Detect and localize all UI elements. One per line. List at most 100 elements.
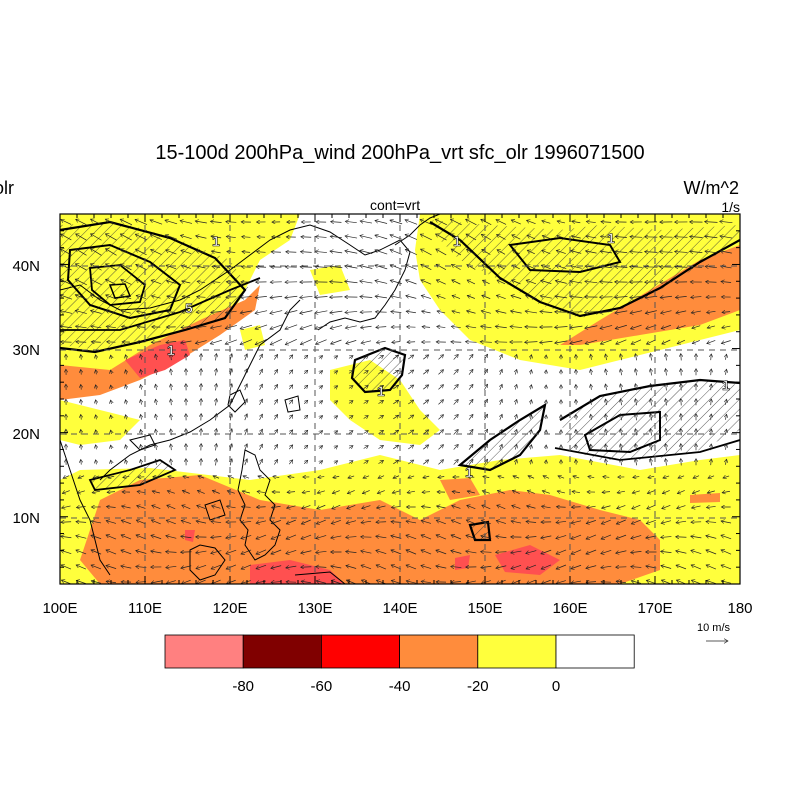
wind-vector: [392, 342, 401, 343]
wind-vector: [226, 236, 236, 237]
wind-vector: [274, 414, 277, 420]
wind-vector: [481, 520, 491, 525]
wind-vector: [692, 340, 700, 343]
wind-vector: [496, 235, 506, 240]
wind-vector: [467, 491, 475, 493]
wind-vector: [648, 476, 655, 478]
wind-vector: [605, 369, 606, 376]
wind-vector: [316, 519, 326, 524]
wind-vector: [92, 491, 100, 493]
wind-vector: [168, 476, 175, 477]
wind-vector: [300, 252, 312, 253]
wind-vector: [137, 491, 146, 492]
wind-vector: [527, 491, 535, 494]
wind-vector: [650, 414, 651, 421]
wind-vector: [570, 326, 583, 328]
wind-vector: [181, 520, 191, 524]
wind-vector: [588, 476, 595, 477]
wind-vector: [345, 236, 358, 238]
wind-vector: [646, 580, 656, 584]
wind-vector: [330, 325, 343, 328]
wind-vector: [676, 551, 687, 553]
wind-vector: [706, 580, 716, 584]
wind-vector: [556, 507, 566, 508]
wind-vector: [421, 264, 432, 270]
wind-vector: [531, 460, 532, 465]
wind-vector: [105, 279, 117, 286]
wind-vector: [391, 536, 402, 539]
wind-vector: [225, 325, 237, 328]
y-tick-label: 30N: [12, 342, 40, 359]
wind-vector: [91, 326, 102, 328]
wind-vector: [515, 414, 517, 420]
wind-vector: [723, 476, 730, 478]
wind-vector: [725, 444, 726, 450]
wind-vector: [256, 534, 267, 539]
wind-vector: [481, 552, 492, 553]
wind-vector: [720, 251, 732, 253]
wind-vector: [438, 445, 443, 450]
wind-vector: [242, 252, 251, 253]
wind-vector: [81, 384, 82, 390]
wind-vector: [711, 369, 712, 376]
wind-vector: [105, 248, 117, 256]
wind-vector: [375, 250, 388, 255]
wind-vector: [289, 370, 293, 375]
wind-vector: [421, 565, 432, 569]
wind-vector: [555, 296, 568, 298]
wind-vector: [91, 581, 101, 583]
wind-vector: [650, 429, 651, 436]
wind-vector: [300, 296, 313, 297]
wind-vector: [647, 504, 656, 509]
wind-vector: [678, 476, 685, 478]
reference-vector-label: 10 m/s: [697, 622, 731, 634]
wind-vector: [392, 491, 400, 493]
wind-vector: [285, 324, 298, 329]
wind-vector: [376, 327, 387, 328]
wind-vector: [556, 250, 566, 254]
wind-vector: [171, 354, 172, 361]
wind-vector: [317, 491, 325, 493]
wind-vector: [721, 281, 732, 282]
wind-vector: [196, 521, 207, 523]
wind-vector: [273, 476, 280, 477]
wind-vector: [331, 222, 342, 223]
wind-vector: [692, 491, 700, 494]
wind-vector: [438, 415, 443, 420]
wind-vector: [121, 311, 131, 313]
wind-vector: [345, 251, 358, 254]
wind-vector: [496, 536, 507, 537]
plot-area: [60, 214, 740, 584]
wind-vector: [226, 536, 237, 538]
x-tick-label: 120E: [212, 600, 247, 617]
wind-vector: [681, 369, 682, 376]
wind-vector: [391, 550, 402, 555]
wind-vector: [451, 535, 462, 540]
wind-vector: [681, 354, 682, 361]
wind-vector: [241, 535, 252, 538]
wind-vector: [705, 251, 718, 253]
wind-vector: [274, 399, 277, 405]
wind-vector: [453, 369, 459, 375]
wind-vector: [540, 311, 553, 312]
wind-vector: [378, 355, 383, 358]
wind-vector: [171, 444, 172, 451]
wind-vector: [107, 492, 116, 493]
wind-vector: [666, 414, 667, 421]
wind-vector: [319, 461, 322, 464]
wind-vector: [483, 476, 490, 477]
wind-vector: [348, 371, 353, 374]
wind-vector: [156, 459, 157, 465]
wind-vector: [213, 476, 220, 479]
wind-vector: [363, 371, 369, 374]
wind-vector: [319, 446, 322, 449]
wind-vector: [620, 384, 621, 391]
wind-vector: [391, 580, 401, 584]
wind-vector: [662, 490, 670, 493]
wind-vector: [348, 386, 353, 389]
wind-vector: [156, 354, 157, 360]
wind-vector: [661, 310, 672, 314]
wind-vector: [346, 520, 357, 524]
wind-vector: [245, 414, 247, 421]
wind-vector: [585, 311, 598, 312]
